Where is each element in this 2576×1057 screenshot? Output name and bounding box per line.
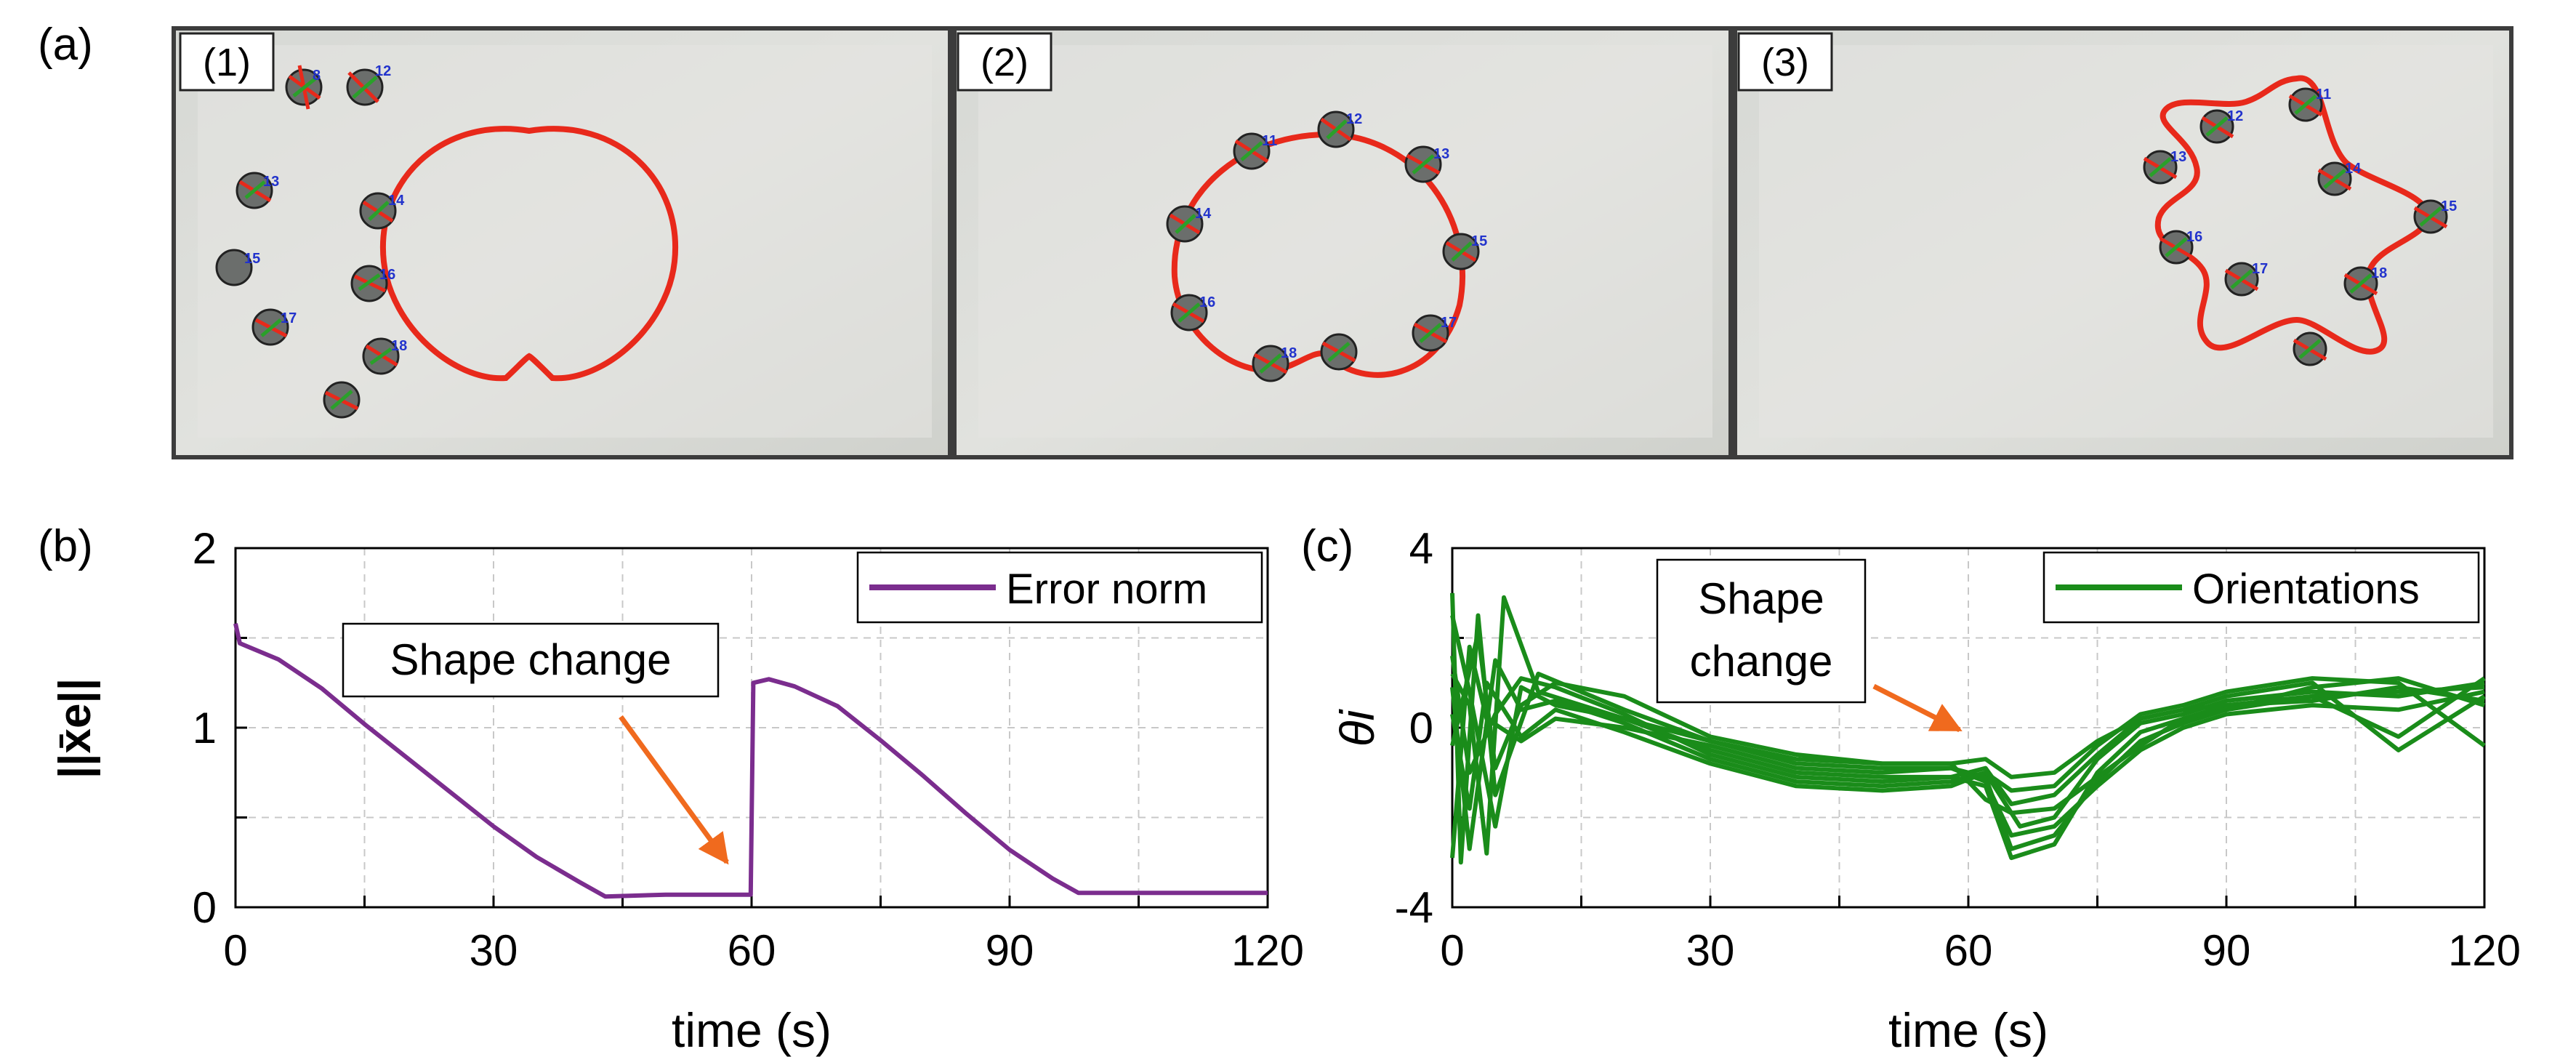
- chartC-xtick-label: 30: [1686, 926, 1735, 975]
- robots-photo-1: 8 12 13 14 15 16 17 18: [215, 63, 407, 419]
- chartC-series-line-7: [1450, 676, 2486, 811]
- chart-c-ylabel: θi: [1330, 708, 1384, 747]
- chart-c-annotation-line2: change: [1690, 637, 1833, 686]
- chartC-series-line-8: [1450, 614, 2486, 829]
- chart-c-annotation-arrow: [1872, 683, 1963, 733]
- robot-tag: 12: [375, 63, 391, 79]
- chart-error-norm: 0 30 60 90 120 0 1 2 time (s) ||x̄e|| Error nor…: [50, 524, 1304, 1057]
- chart-b-annotation: Shape change: [342, 622, 729, 865]
- robot-tag: 11: [1262, 133, 1277, 149]
- robot-tag: 16: [379, 267, 395, 283]
- robot-tag: 15: [1471, 233, 1487, 249]
- photo-label-2: (2): [981, 41, 1029, 84]
- chartC-ytick-label: -4: [1395, 883, 1433, 932]
- chart-b-annotation-text: Shape change: [390, 635, 671, 684]
- robot-tag: 15: [2441, 198, 2457, 214]
- chartB-ytick-label: 0: [193, 883, 217, 932]
- robot-tag: 12: [1346, 111, 1362, 127]
- chart-b-series: [233, 623, 1268, 899]
- chart-b-xlabel: time (s): [672, 1003, 832, 1057]
- chartC-ytick-label: 0: [1409, 704, 1433, 752]
- robot-tag: 16: [2186, 229, 2202, 245]
- robot-tag: 18: [1281, 345, 1297, 361]
- robot-tag: 13: [263, 174, 279, 190]
- chart-c-annotation-line1: Shape: [1698, 574, 1824, 623]
- robots-photo-2: 11 12 13 14 15 16 17 18: [1166, 110, 1487, 382]
- chart-b-legend: Error norm: [856, 551, 1263, 624]
- photo-panel-3: (3) 11 12 13 14 15 16 17 18: [1733, 26, 2513, 459]
- chartB-xtick-label: 90: [986, 926, 1034, 975]
- chartB-xtick-label: 120: [1231, 926, 1304, 975]
- chartC-xtick-label: 90: [2202, 926, 2251, 975]
- panel-a-label: (a): [38, 20, 93, 70]
- robot-tag: 12: [2227, 108, 2243, 124]
- chartC-series-line-5: [1450, 644, 2485, 859]
- chartB-xtick-label: 30: [470, 926, 518, 975]
- robot-tag: 17: [2252, 261, 2268, 277]
- chart-c-legend-label: Orientations: [2192, 566, 2420, 613]
- chartB-ytick-label: 1: [193, 704, 217, 752]
- chart-c-annotation-box: [1656, 558, 1867, 704]
- robot-tag: 18: [391, 338, 407, 354]
- robot-tag: 16: [1199, 294, 1215, 310]
- chart-b-annotation-box: [342, 622, 720, 698]
- photo-panel-1: (1) 8 12 13 14 15 16 17 18: [172, 26, 952, 459]
- robot-tag: 17: [1441, 315, 1457, 331]
- robot-tag: 11: [2316, 87, 2331, 103]
- chart-orientations: 0 30 60 90 120-404 time (s) θi Orientations …: [1330, 524, 2521, 1057]
- chartB-ytick-label: 2: [193, 524, 217, 573]
- robots-photo-3: 11 12 13 14 15 16 17 18: [2143, 87, 2457, 366]
- robot-tag: 13: [2170, 149, 2186, 165]
- chartC-xtick-label: 0: [1440, 926, 1464, 975]
- chartC-xtick-label: 120: [2448, 926, 2521, 975]
- chartB-series-line-1: [233, 623, 1268, 899]
- robot-tag: 13: [1433, 146, 1449, 162]
- panel-b-label: (b): [38, 521, 93, 571]
- chartC-series-line-3: [1450, 658, 2485, 851]
- chartB-xtick-label: 0: [223, 926, 247, 975]
- photo-panel-2: (2) 11 12 13 14 15 16 17 18: [952, 26, 1733, 459]
- chartC-xtick-label: 60: [1944, 926, 1993, 975]
- chart-c-annotation: Shape change: [1656, 558, 1963, 733]
- chartC-series-line-6: [1450, 655, 2486, 806]
- photo-label-3: (3): [1761, 41, 1809, 84]
- chart-c-xlabel: time (s): [1888, 1003, 2048, 1057]
- chart-b-ticks: 0 30 60 90 120 0 1 2: [193, 524, 1304, 975]
- chart-c-ticks: 0 30 60 90 120-404: [1395, 524, 2521, 975]
- photo-label-1: (1): [203, 41, 251, 84]
- robot-tag: 8: [313, 68, 321, 84]
- robot-tag: 18: [2371, 265, 2387, 281]
- chart-c-legend: Orientations: [2042, 551, 2480, 624]
- robot-tag: 14: [1195, 206, 1212, 222]
- robot-tag: 14: [2345, 161, 2362, 177]
- robot-tag: 15: [244, 251, 260, 267]
- robot-tag: 14: [388, 193, 405, 209]
- chart-b-annotation-arrow: [619, 715, 729, 865]
- chartC-ytick-label: 4: [1409, 524, 1433, 573]
- chartB-xtick-label: 60: [728, 926, 776, 975]
- chart-b-legend-label: Error norm: [1006, 566, 1207, 613]
- chart-c-series: [1450, 592, 2486, 865]
- chart-b-ylabel: ||x̄e||: [50, 678, 101, 779]
- panel-c-label: (c): [1301, 521, 1353, 571]
- robot-tag: 17: [281, 310, 297, 326]
